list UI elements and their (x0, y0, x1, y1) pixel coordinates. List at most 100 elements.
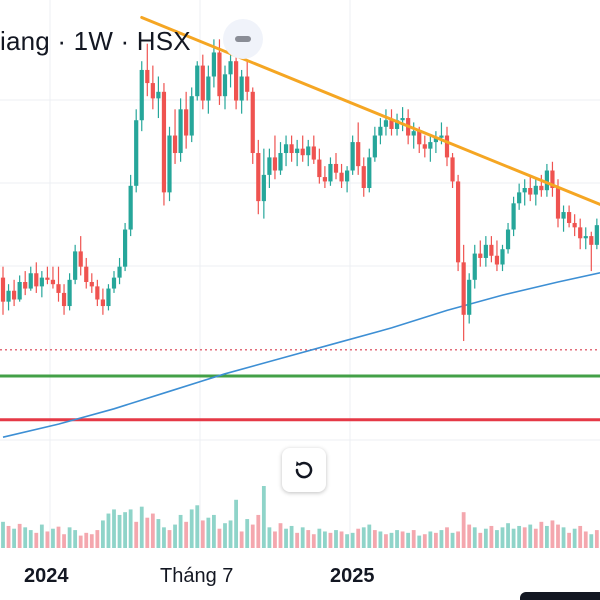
candle-body (67, 279, 72, 307)
candle-body (39, 277, 44, 287)
candle-body (289, 144, 294, 154)
candle-body (544, 170, 549, 191)
volume-bar (139, 506, 144, 548)
collapse-button[interactable] (223, 19, 263, 59)
candle-body (134, 120, 139, 186)
volume-bar (106, 513, 111, 548)
moving-average-line (2, 272, 600, 438)
volume-bar (184, 521, 189, 548)
volume-bar (428, 531, 433, 548)
candle-body (428, 142, 433, 149)
volume-bar (84, 532, 89, 548)
candle-body (311, 146, 316, 160)
volume-bar (217, 528, 222, 548)
volume-bar (295, 532, 300, 548)
candle-body (100, 299, 105, 307)
candle-body (422, 144, 427, 149)
candle-body (56, 284, 61, 293)
volume-bar (267, 527, 272, 548)
candle-body (261, 174, 266, 202)
candle-body (45, 277, 50, 280)
candle-body (505, 229, 511, 250)
volume-bar (339, 531, 344, 548)
volume-bar (456, 531, 460, 548)
volume-bar (89, 534, 94, 548)
volume-bar (306, 530, 311, 548)
volume-bar (28, 530, 33, 548)
candle-body (528, 188, 533, 195)
candle-body (0, 277, 6, 302)
volume-bar (556, 524, 560, 548)
volume-bar (406, 532, 411, 548)
volume-bar (178, 514, 183, 548)
toolbar-edge (520, 592, 600, 600)
volume-bar (284, 528, 288, 548)
volume-bar (200, 520, 205, 548)
candle-body (411, 131, 416, 136)
candle-body (456, 181, 461, 263)
candle-body (367, 157, 372, 188)
grid-lines (0, 0, 600, 548)
volume-bar (95, 530, 100, 548)
candle-body (228, 61, 233, 75)
candle-body (394, 120, 400, 129)
volume-bar (561, 527, 566, 548)
volume-bar (594, 530, 599, 548)
candle-body (494, 255, 500, 265)
candle-body (200, 65, 205, 101)
candle-body (189, 96, 194, 136)
candle-body (389, 120, 394, 129)
candle-body (328, 163, 333, 182)
candle-body (400, 118, 405, 121)
volume-bar (167, 530, 172, 548)
candle-body (145, 69, 150, 84)
volume-bar (273, 531, 277, 548)
volume-bar (589, 534, 594, 548)
trendline-line (140, 15, 600, 207)
volume-bar (1, 521, 5, 548)
candle-body (150, 83, 155, 99)
volume-bar (234, 499, 238, 548)
reset-chart-button[interactable] (282, 448, 326, 492)
candle-body (117, 266, 122, 278)
volume-bar (395, 530, 399, 548)
candle-body (583, 236, 588, 239)
volume-bar (189, 509, 194, 548)
volume-bar (417, 535, 422, 548)
candle-body (317, 159, 322, 178)
volume-bar (256, 514, 261, 548)
candle-body (245, 76, 250, 92)
trendline (140, 15, 600, 207)
volume-bar (212, 514, 216, 548)
volume-bar (533, 528, 538, 548)
volume-bar (334, 530, 338, 548)
candle-body (594, 225, 599, 245)
volume-bar (101, 520, 105, 548)
volume-bar (400, 531, 405, 548)
volume-bar (450, 532, 455, 548)
volume-bar (173, 524, 177, 548)
candle-body (383, 120, 389, 127)
volume-bar (511, 528, 516, 548)
volume-bar (367, 524, 372, 548)
candle-body (561, 212, 566, 219)
candle-body (361, 166, 366, 188)
volume-bar (517, 525, 522, 548)
volume-bar (378, 531, 383, 548)
candle-body (356, 142, 361, 167)
candle-body (239, 76, 244, 101)
volume-bar (545, 525, 549, 548)
volume-bar (6, 525, 11, 548)
volume-bar (323, 531, 327, 548)
volume-bar (195, 505, 200, 548)
candle-body (378, 126, 383, 136)
candle-body (111, 277, 117, 289)
volume-bar (389, 532, 394, 548)
candle-body (322, 177, 327, 182)
volume-bar (239, 531, 244, 548)
candle-body (250, 91, 255, 154)
candle-body (539, 185, 544, 191)
candle-body (195, 65, 200, 97)
